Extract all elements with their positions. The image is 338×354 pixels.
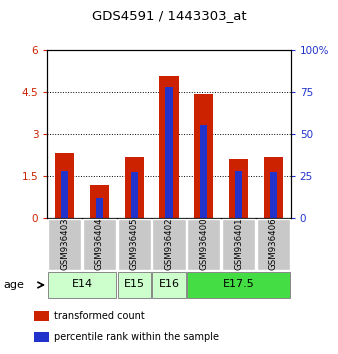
Text: transformed count: transformed count — [54, 311, 145, 321]
Bar — [96, 198, 103, 218]
Text: GSM936404: GSM936404 — [95, 217, 104, 270]
Text: GSM936405: GSM936405 — [130, 217, 139, 270]
Text: age: age — [3, 280, 24, 290]
Bar — [55, 153, 74, 218]
Bar — [61, 171, 68, 218]
Bar — [83, 219, 116, 270]
Bar — [257, 219, 290, 270]
Bar — [130, 172, 138, 218]
Bar — [118, 219, 151, 270]
Text: E14: E14 — [72, 279, 93, 290]
Text: E17.5: E17.5 — [223, 279, 255, 290]
Text: E16: E16 — [159, 279, 179, 290]
Bar — [165, 86, 173, 218]
Bar — [187, 219, 220, 270]
Text: GSM936403: GSM936403 — [60, 217, 69, 270]
Bar — [90, 185, 109, 218]
Bar — [229, 159, 248, 218]
Bar — [160, 76, 178, 218]
Text: GSM936400: GSM936400 — [199, 217, 208, 270]
Bar — [152, 219, 186, 270]
Text: percentile rank within the sample: percentile rank within the sample — [54, 332, 219, 342]
Bar — [118, 272, 151, 298]
Bar — [270, 172, 277, 218]
Bar — [152, 272, 186, 298]
Bar — [235, 171, 242, 218]
Text: GSM936402: GSM936402 — [165, 217, 173, 270]
Bar — [48, 272, 116, 298]
Text: GSM936401: GSM936401 — [234, 217, 243, 270]
Bar — [264, 158, 283, 218]
Bar — [187, 272, 290, 298]
Bar — [222, 219, 255, 270]
Bar — [48, 219, 81, 270]
Bar — [200, 125, 208, 218]
Text: E15: E15 — [124, 279, 145, 290]
Bar — [194, 95, 213, 218]
Text: GDS4591 / 1443303_at: GDS4591 / 1443303_at — [92, 10, 246, 22]
Bar — [125, 158, 144, 218]
Text: GSM936406: GSM936406 — [269, 217, 278, 270]
